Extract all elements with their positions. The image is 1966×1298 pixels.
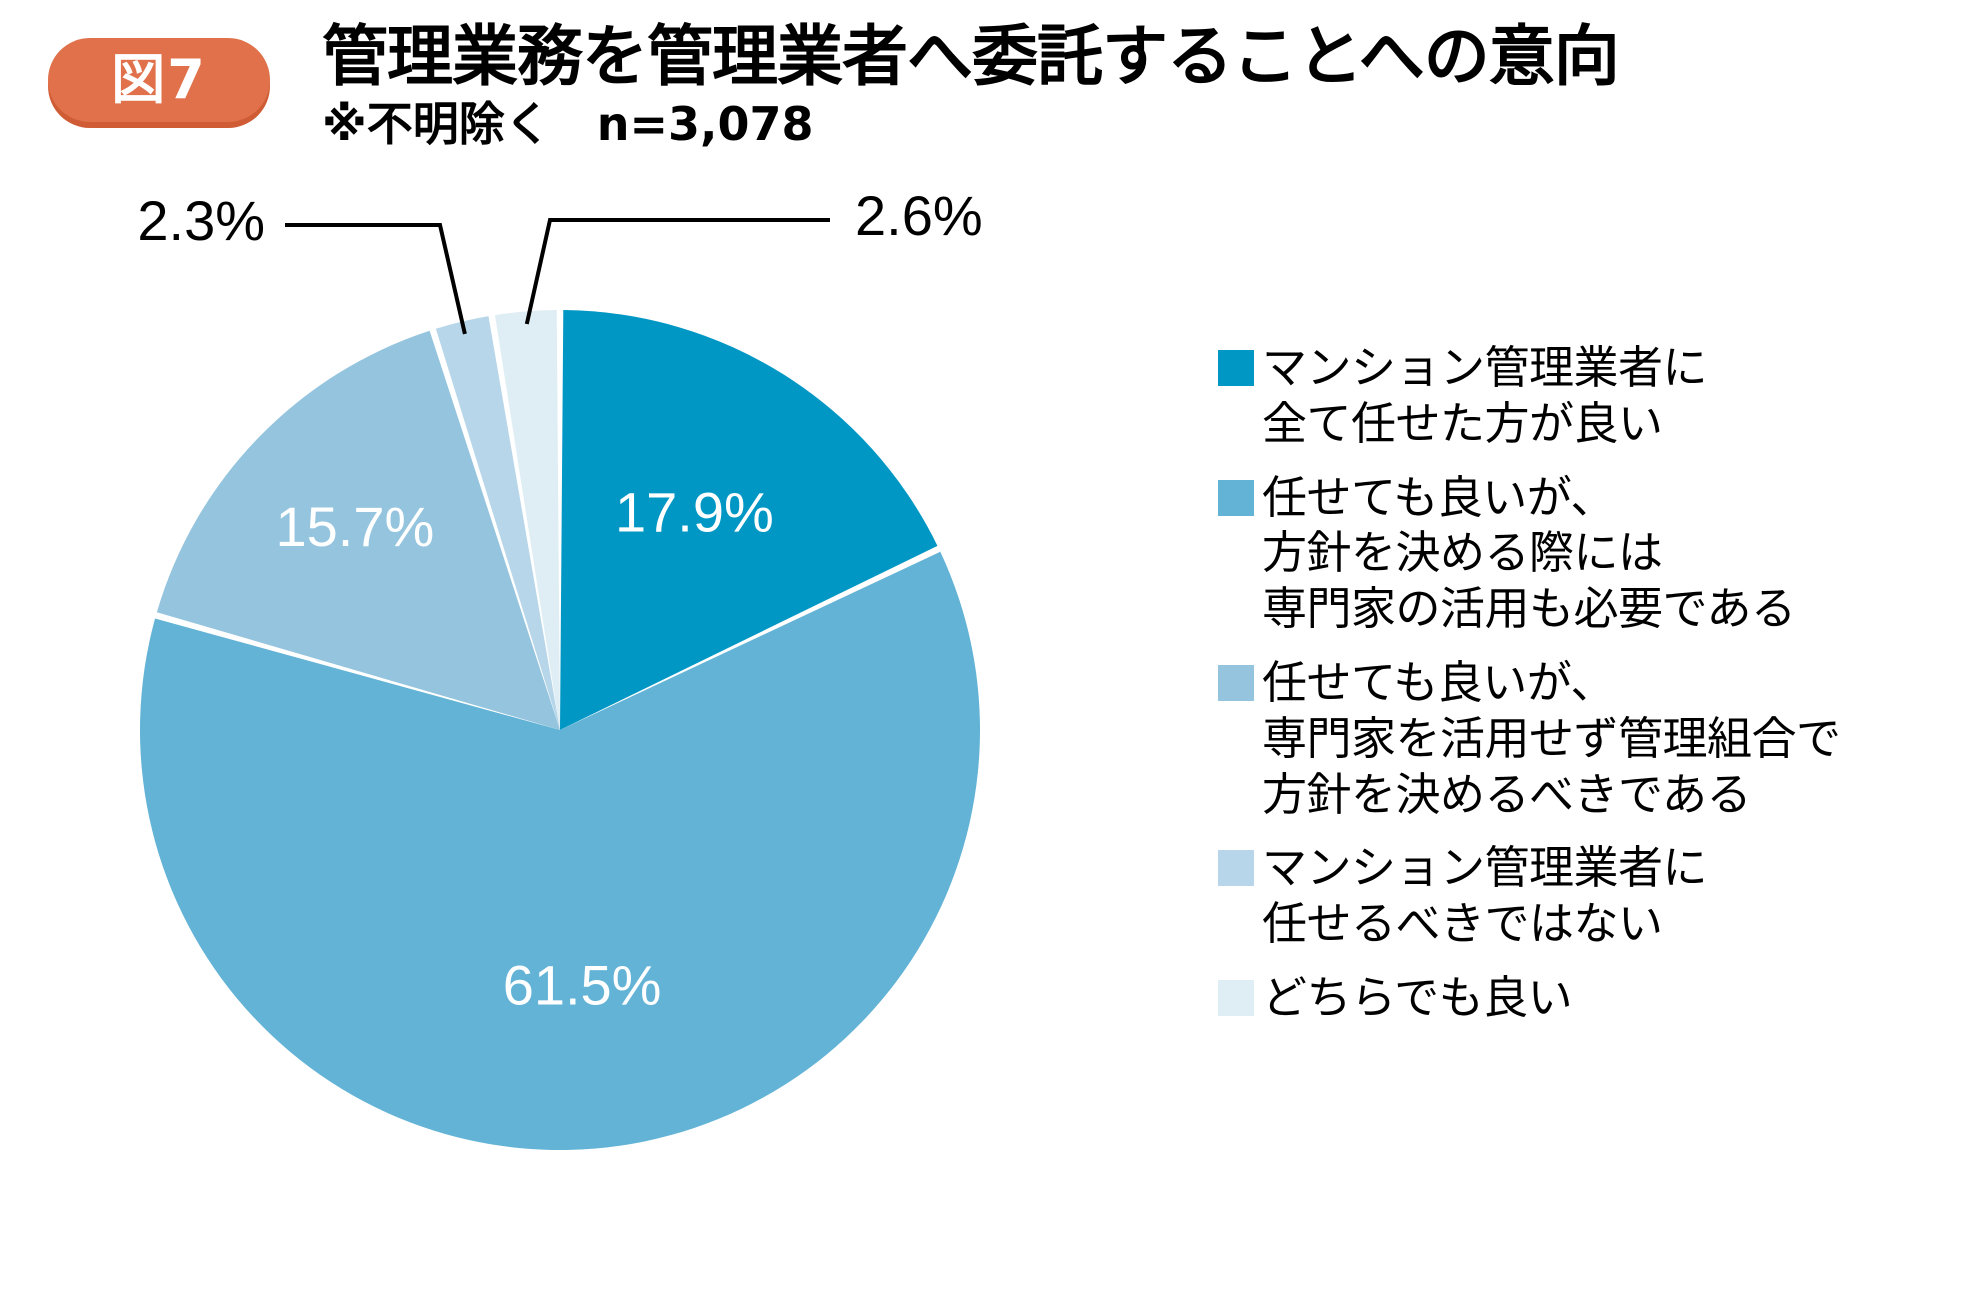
pie-slice[interactable] [140,551,981,1150]
pie-slice-value-label: 15.7% [276,495,435,558]
legend-item[interactable]: 任せても良いが、 専門家を活用せず管理組合で 方針を決めるべきである [1218,655,1958,822]
pie-callout-label-left: 2.3% [137,189,265,252]
legend-item[interactable]: マンション管理業者に 任せるべきではない [1218,840,1958,952]
legend-item-label: どちらでも良い [1262,970,1573,1024]
pie-slice[interactable] [435,316,560,730]
legend-color-swatch [1218,850,1254,887]
chart-header: 図7 管理業務を管理業者へ委託することへの意向 ※不明除く n=3,078 [0,0,1966,190]
figure-number-badge: 図7 [48,38,270,122]
pie-data-labels: 17.9% 61.5% 15.7% 2.3% 2.6% [137,184,982,1017]
chart-legend: マンション管理業者に 全て任せた方が良い任せても良いが、 方針を決める際には 専… [1218,340,1958,1044]
figure-number-label: 図7 [111,48,207,111]
legend-item[interactable]: マンション管理業者に 全て任せた方が良い [1218,340,1958,452]
legend-item-label: マンション管理業者に 全て任せた方が良い [1262,341,1708,450]
pie-slice-value-label: 61.5% [503,953,662,1016]
pie-slice-value-label: 17.9% [615,481,774,544]
page-title: 管理業務を管理業者へ委託することへの意向 [322,18,1620,95]
legend-item[interactable]: 任せても良いが、 方針を決める際には 専門家の活用も必要である [1218,470,1958,637]
legend-color-swatch [1218,664,1254,701]
pie-slices [140,310,981,1150]
pie-slice[interactable] [494,310,560,730]
pie-leader-lines [285,218,830,335]
leader-line-right [524,218,830,325]
legend-item-label: マンション管理業者に 任せるべきではない [1262,841,1708,951]
leader-line-left [285,223,467,335]
pie-slice[interactable] [156,330,561,730]
pie-chart-area: 17.9% 61.5% 15.7% 2.3% 2.6% [0,170,1210,1270]
legend-item-label: 任せても良いが、 方針を決める際には 専門家の活用も必要である [1262,470,1796,636]
legend-color-swatch [1218,479,1254,516]
legend-item[interactable]: どちらでも良い [1218,970,1958,1026]
pie-chart-svg: 17.9% 61.5% 15.7% 2.3% 2.6% [137,184,983,1150]
title-block: 管理業務を管理業者へ委託することへの意向 ※不明除く n=3,078 [322,20,1922,151]
legend-color-swatch [1218,979,1254,1016]
chart-subtitle: ※不明除く n=3,078 [322,96,814,151]
legend-item-label: 任せても良いが、 専門家を活用せず管理組合で 方針を決めるべきである [1262,655,1841,821]
legend-color-swatch [1218,350,1254,386]
pie-slice[interactable] [560,310,938,730]
pie-callout-label-right: 2.6% [855,184,983,247]
